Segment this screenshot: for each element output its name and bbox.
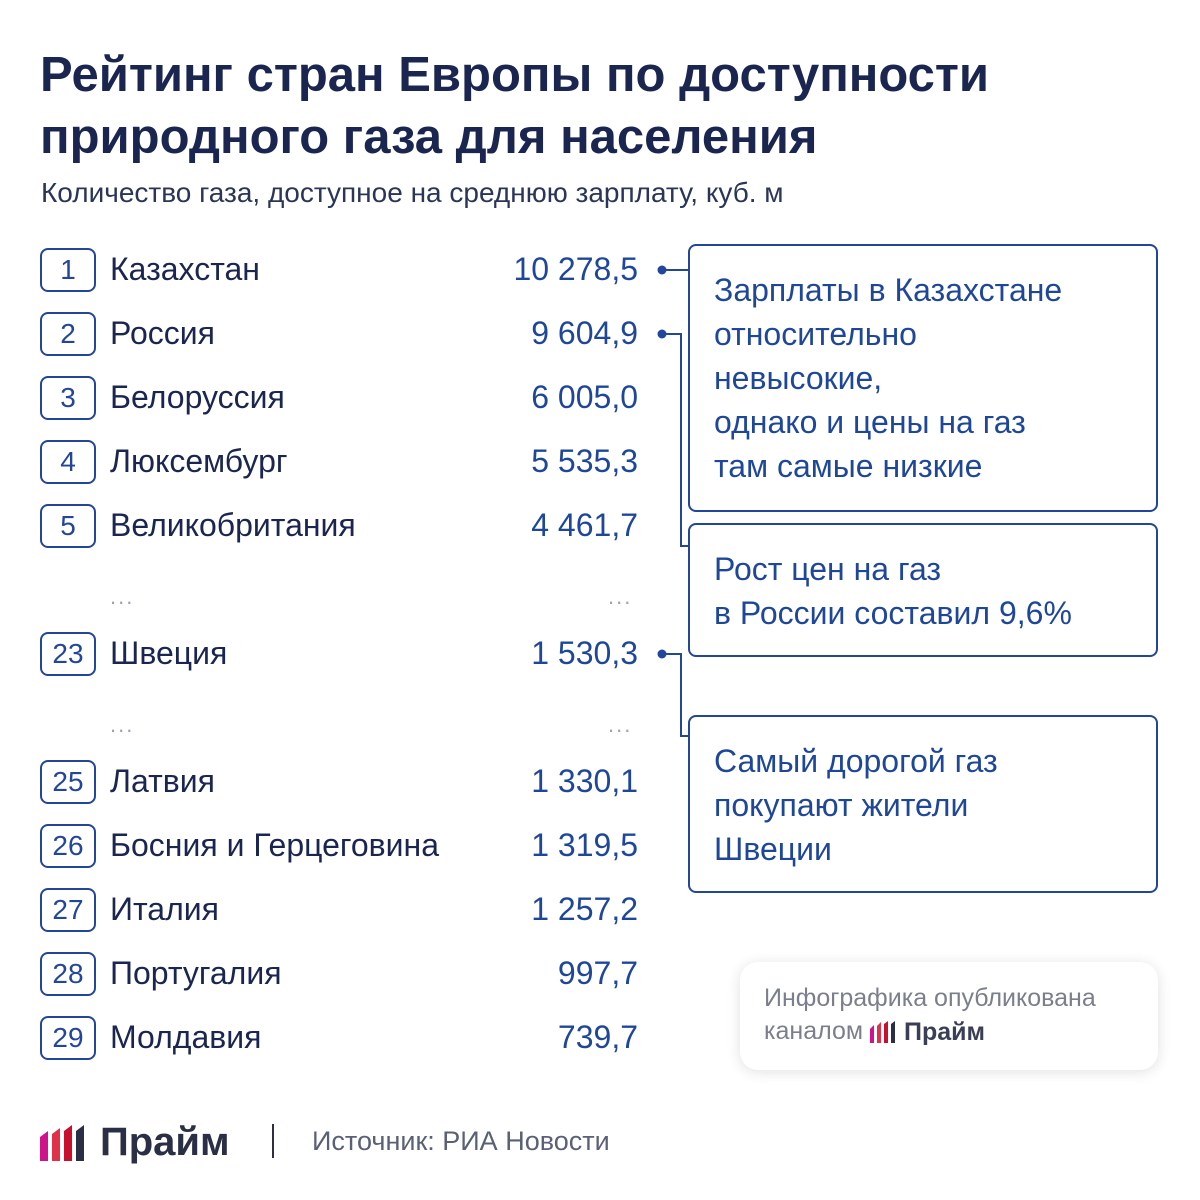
rank-badge: 5 [40, 504, 96, 548]
published-brand[interactable]: Прайм [870, 1016, 985, 1049]
table-row: 29 Молдавия 739,7 [40, 1016, 640, 1064]
footer-source: Источник: РИА Новости [312, 1126, 610, 1156]
table-row: 27 Италия 1 257,2 [40, 888, 640, 936]
rank-badge: 28 [40, 952, 96, 996]
connector-sweden [662, 653, 688, 737]
gap-dots-country-1: ... [110, 584, 135, 609]
page-title: Рейтинг стран Европы по доступности прир… [40, 44, 1160, 168]
country-name: Белоруссия [110, 379, 285, 415]
callout-line: относительно [714, 316, 917, 352]
prime-logo-icon [870, 1021, 896, 1044]
callout-line: однако и цены на газ [714, 404, 1026, 440]
country-name: Босния и Герцеговина [110, 827, 439, 863]
country-name: Латвия [110, 763, 215, 799]
callout-line: покупают жители [714, 787, 969, 823]
table-row: 4 Люксембург 5 535,3 [40, 440, 640, 488]
footer-brand[interactable]: Прайм [40, 1120, 230, 1165]
country-name: Великобритания [110, 507, 356, 543]
page-subtitle: Количество газа, доступное на среднюю за… [41, 177, 784, 208]
country-name: Молдавия [110, 1019, 262, 1055]
country-name: Люксембург [110, 443, 288, 479]
gas-volume-value: 6 005,0 [531, 379, 638, 415]
footer: Прайм Источник: РИА Новости [40, 1120, 740, 1164]
gas-volume-value: 10 278,5 [513, 251, 638, 287]
published-brand-name: Прайм [904, 1017, 986, 1046]
rank-badge: 4 [40, 440, 96, 484]
callout-kazakhstan: Зарплаты в Казахстане относительно невыс… [688, 244, 1158, 512]
country-name: Россия [110, 315, 215, 351]
callout-line: Рост цен на газ [714, 551, 942, 587]
gas-volume-value: 997,7 [557, 955, 638, 991]
published-line-1: Инфографика опубликована [764, 984, 1096, 1012]
country-name: Швеция [110, 635, 228, 671]
gas-volume-value: 9 604,9 [531, 315, 638, 351]
rank-badge: 1 [40, 248, 96, 292]
callout-russia: Рост цен на газ в России составил 9,6% [688, 523, 1158, 657]
rank-badge: 26 [40, 824, 96, 868]
table-row: 5 Великобритания 4 461,7 [40, 504, 640, 552]
country-name: Италия [110, 891, 219, 927]
callout-line: Зарплаты в Казахстане [714, 272, 1063, 308]
callout-line: там самые низкие [714, 448, 983, 484]
connector-russia [662, 333, 688, 547]
gas-volume-value: 1 319,5 [531, 827, 638, 863]
prime-logo-icon [40, 1124, 84, 1161]
rank-badge: 3 [40, 376, 96, 420]
table-row: 2 Россия 9 604,9 [40, 312, 640, 360]
footer-brand-name: Прайм [100, 1120, 230, 1164]
gap-dots-value-1: ... [608, 584, 633, 609]
callout-line: Самый дорогой газ [714, 743, 998, 779]
table-row: 25 Латвия 1 330,1 [40, 760, 640, 808]
rank-badge: 2 [40, 312, 96, 356]
connector-dot-russia [657, 329, 667, 339]
published-line-2: каналом [764, 1017, 864, 1045]
connector-dot-kazakhstan [657, 265, 667, 275]
country-name: Португалия [110, 955, 282, 991]
title-line-1: Рейтинг стран Европы по доступности [40, 48, 990, 102]
rank-badge: 27 [40, 888, 96, 932]
table-row: 26 Босния и Герцеговина 1 319,5 [40, 824, 640, 872]
title-line-2: природного газа для населения [40, 110, 818, 164]
rank-badge: 29 [40, 1016, 96, 1060]
gas-volume-value: 4 461,7 [531, 507, 638, 543]
footer-divider [272, 1124, 274, 1158]
rank-badge: 23 [40, 632, 96, 676]
gas-volume-value: 1 530,3 [531, 635, 638, 671]
gas-volume-value: 1 330,1 [531, 763, 638, 799]
table-row: 1 Казахстан 10 278,5 [40, 248, 640, 296]
table-row: 23 Швеция 1 530,3 [40, 632, 640, 680]
callout-line: Швеции [714, 831, 832, 867]
callout-line: в России составил 9,6% [714, 595, 1072, 631]
table-row: 3 Белоруссия 6 005,0 [40, 376, 640, 424]
gas-volume-value: 1 257,2 [531, 891, 638, 927]
connector-dot-sweden [657, 649, 667, 659]
gas-volume-value: 5 535,3 [531, 443, 638, 479]
country-name: Казахстан [110, 251, 260, 287]
gas-volume-value: 739,7 [557, 1019, 638, 1055]
published-note: Инфографика опубликована каналом Прайм [740, 962, 1158, 1070]
gap-dots-country-2: ... [110, 712, 135, 737]
callout-sweden: Самый дорогой газ покупают жители Швеции [688, 715, 1158, 893]
callout-line: невысокие, [714, 360, 883, 396]
gap-dots-value-2: ... [608, 712, 633, 737]
rank-badge: 25 [40, 760, 96, 804]
table-row: 28 Португалия 997,7 [40, 952, 640, 1000]
